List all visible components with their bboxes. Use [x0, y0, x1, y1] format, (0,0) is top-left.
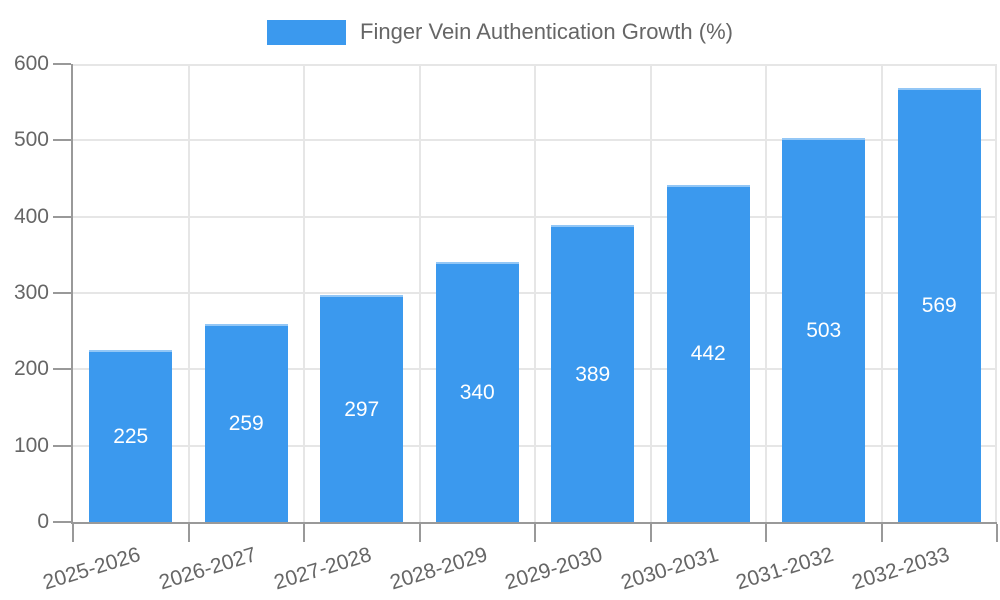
- bar-value-label: 389: [575, 362, 611, 386]
- x-axis-tick: [880, 524, 883, 542]
- bar-value-label: 569: [921, 293, 957, 317]
- bar-value-label: 225: [113, 425, 149, 449]
- y-axis-tick: [53, 368, 71, 371]
- bar[interactable]: 569: [897, 87, 981, 522]
- y-tick-label: 600: [13, 52, 49, 75]
- x-tick-label: 2025-2026: [40, 543, 144, 595]
- y-axis-tick: [53, 215, 71, 218]
- y-tick-label: 500: [13, 128, 49, 152]
- y-tick-label: 0: [37, 510, 49, 533]
- bar[interactable]: 442: [666, 184, 750, 522]
- gridline: [995, 64, 997, 522]
- gridline: [765, 64, 767, 522]
- y-axis-tick: [53, 521, 71, 523]
- x-tick-label: 2028-2029: [387, 543, 490, 595]
- bar[interactable]: 503: [782, 138, 866, 522]
- bar-value-label: 340: [459, 381, 495, 405]
- x-axis-tick: [765, 524, 767, 542]
- x-axis-tick: [303, 524, 305, 542]
- gridline: [187, 64, 190, 522]
- x-tick-label: 2030-2031: [618, 543, 721, 595]
- y-axis-tick: [53, 444, 71, 447]
- plot-area: 225 259 297 340 389 442 503 569: [71, 64, 997, 524]
- gridline: [534, 64, 536, 522]
- y-tick-label: 300: [13, 281, 49, 304]
- y-axis-tick: [53, 292, 71, 294]
- gridline: [880, 64, 883, 522]
- x-axis-tick: [534, 524, 536, 542]
- bar-value-label: 442: [690, 342, 726, 366]
- gridline: [418, 64, 421, 522]
- legend-label: Finger Vein Authentication Growth (%): [360, 19, 733, 44]
- gridline: [649, 64, 652, 522]
- x-tick-label: 2027-2028: [271, 543, 375, 595]
- bar[interactable]: 259: [204, 324, 288, 522]
- y-tick-label: 400: [13, 204, 49, 228]
- bar-value-label: 259: [228, 412, 264, 436]
- y-axis-tick: [53, 63, 71, 65]
- bar[interactable]: 225: [89, 350, 173, 522]
- bar-value-label: 297: [344, 397, 380, 421]
- x-tick-label: 2032-2033: [849, 543, 952, 595]
- x-axis-tick: [187, 524, 190, 542]
- x-tick-label: 2029-2030: [502, 543, 606, 595]
- y-axis-tick: [53, 139, 71, 142]
- bar[interactable]: 297: [320, 295, 404, 522]
- x-tick-label: 2031-2032: [733, 543, 837, 595]
- x-axis-tick: [649, 524, 652, 542]
- legend-color-swatch: [267, 19, 347, 45]
- x-axis-tick: [418, 524, 421, 542]
- chart-legend[interactable]: Finger Vein Authentication Growth (%): [0, 17, 1000, 47]
- gridline: [303, 64, 305, 522]
- bar[interactable]: 389: [551, 225, 635, 522]
- x-axis-tick: [996, 524, 998, 542]
- x-tick-label: 2026-2027: [156, 543, 259, 595]
- y-tick-label: 100: [13, 433, 49, 457]
- bar[interactable]: 340: [435, 262, 519, 522]
- bar-value-label: 503: [806, 319, 842, 343]
- x-axis-tick: [72, 524, 74, 542]
- y-tick-label: 200: [13, 357, 49, 381]
